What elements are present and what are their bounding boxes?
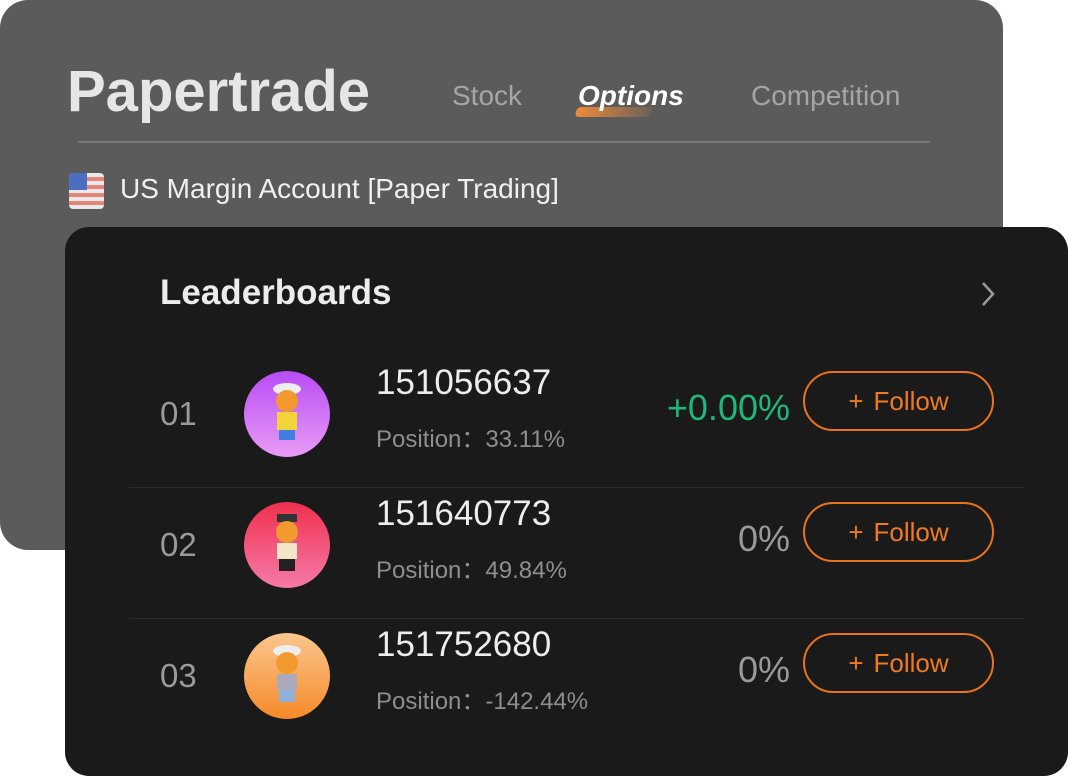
follow-button[interactable]: + Follow [803,502,994,562]
plus-icon: + [848,516,864,547]
follow-label: Follow [873,647,949,678]
chevron-right-icon[interactable] [975,279,1001,309]
position-label: Position： [376,557,486,584]
return-value: +0.00% [666,387,790,428]
avatar[interactable] [244,502,330,588]
follow-label: Follow [873,385,949,416]
page-title: Papertrade [67,59,371,124]
leaderboards-card: Leaderboards 01 151056637 Position：33.11… [65,227,1068,776]
plus-icon: + [848,385,864,416]
follow-button[interactable]: + Follow [803,633,994,693]
return-value: 0% [737,518,790,559]
position: Position：-142.44% [376,681,588,716]
row-divider [129,618,1024,619]
position-value: 49.84% [485,557,567,584]
position-label: Position： [376,688,486,715]
rank: 02 [160,526,197,563]
avatar[interactable] [244,371,330,457]
plus-icon: + [848,647,864,678]
leaderboard-row[interactable]: 01 151056637 Position：33.11% +0.00% + Fol… [129,357,1024,488]
leaderboard-row[interactable]: 03 151752680 Position：-142.44% 0% + Follo… [129,619,1024,750]
return-value: 0% [737,649,790,690]
follow-button[interactable]: + Follow [803,371,994,431]
us-flag-icon [69,173,104,209]
follow-label: Follow [873,516,949,547]
position: Position：33.11% [376,419,565,454]
leaderboards-title: Leaderboards [160,273,392,312]
row-divider [129,487,1024,488]
tab-options[interactable]: Options [578,80,684,111]
user-id: 151640773 [376,494,552,533]
user-id: 151752680 [376,625,552,664]
leaderboard-row[interactable]: 02 151640773 Position：49.84% 0% + Follow [129,488,1024,619]
account-selector[interactable]: US Margin Account [Paper Trading] [120,173,559,204]
position: Position：49.84% [376,550,567,585]
rank: 01 [160,395,197,432]
tab-competition[interactable]: Competition [751,80,901,111]
position-value: 33.11% [485,426,566,453]
rank: 03 [160,657,197,694]
position-value: -142.44% [485,688,589,715]
avatar[interactable] [244,633,330,719]
tab-stock[interactable]: Stock [452,80,523,111]
position-label: Position： [376,426,486,453]
user-id: 151056637 [376,363,552,402]
divider [78,141,930,143]
